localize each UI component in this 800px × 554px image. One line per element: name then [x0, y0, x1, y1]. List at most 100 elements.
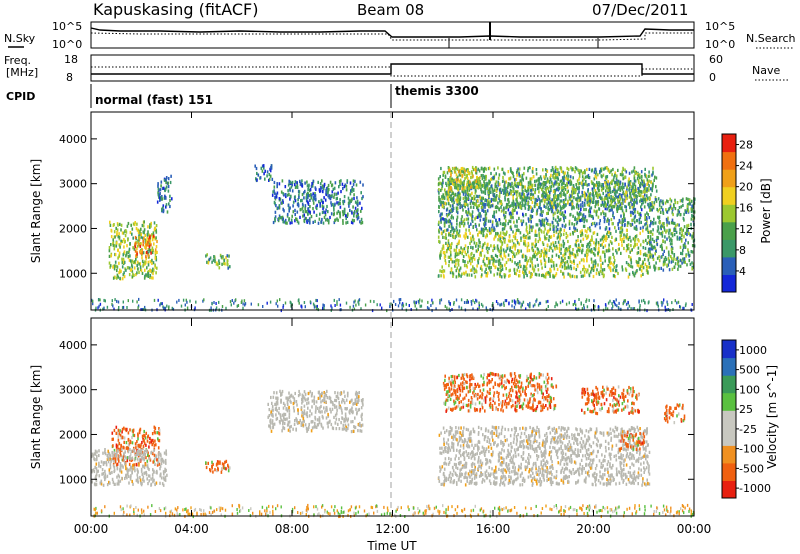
range-cell [470, 300, 472, 303]
range-cell [542, 190, 544, 194]
range-cell [475, 199, 478, 203]
range-cell [165, 203, 168, 207]
range-cell [296, 181, 298, 185]
range-cell [447, 228, 449, 232]
range-cell [602, 202, 604, 206]
range-cell [457, 274, 460, 278]
range-cell [527, 243, 530, 247]
range-cell [206, 253, 208, 257]
range-cell [605, 193, 608, 197]
range-cell [444, 218, 447, 222]
range-cell [342, 213, 344, 217]
range-cell [150, 251, 152, 255]
range-cell [562, 192, 565, 197]
range-cell [620, 207, 623, 211]
range-cell [649, 237, 652, 241]
range-cell [628, 304, 631, 308]
range-cell [264, 177, 266, 181]
range-cell [600, 265, 602, 269]
range-cell [617, 206, 620, 210]
range-cell [503, 273, 506, 277]
range-cell [189, 299, 191, 303]
range-cell [460, 246, 462, 250]
range-cell [467, 260, 469, 264]
range-cell [526, 260, 528, 264]
range-cell [448, 255, 451, 259]
range-cell [357, 216, 360, 220]
range-cell [529, 264, 532, 268]
range-cell [484, 209, 487, 214]
range-cell [539, 184, 541, 188]
range-cell [543, 191, 545, 195]
range-cell [546, 211, 548, 216]
range-cell [533, 255, 536, 259]
range-cell [668, 253, 670, 257]
range-cell [616, 174, 618, 178]
range-cell [475, 203, 477, 207]
range-cell [527, 186, 529, 191]
range-cell [691, 303, 693, 306]
range-cell [630, 223, 633, 227]
range-cell [242, 306, 244, 310]
range-cell [361, 206, 363, 210]
range-cell [516, 173, 518, 177]
range-cell [518, 249, 521, 253]
range-cell [560, 179, 563, 183]
range-cell [108, 261, 111, 265]
range-cell [518, 203, 521, 207]
range-cell [482, 190, 485, 194]
range-cell [322, 221, 325, 225]
range-cell [562, 232, 565, 236]
range-cell [511, 245, 514, 249]
range-cell [622, 173, 624, 177]
range-cell [514, 302, 517, 306]
range-cell [489, 231, 491, 235]
range-cell [491, 304, 493, 307]
range-cell [159, 198, 161, 202]
range-cell [614, 275, 616, 279]
range-cell [499, 273, 501, 277]
range-cell [451, 204, 454, 208]
range-cell [314, 192, 316, 196]
range-cell [563, 178, 565, 182]
range-cell [553, 267, 556, 271]
range-cell [116, 230, 118, 234]
range-cell [229, 265, 231, 269]
range-cell [117, 256, 119, 260]
range-cell [607, 188, 610, 192]
range-cell [661, 234, 664, 238]
range-cell [439, 301, 441, 305]
range-cell [164, 188, 166, 193]
range-cell [469, 212, 471, 216]
range-cell [636, 198, 638, 202]
range-cell [402, 304, 405, 308]
range-cell [647, 265, 650, 269]
range-cell [506, 244, 508, 248]
range-cell [441, 212, 443, 216]
range-cell [421, 299, 423, 303]
range-cell [493, 194, 495, 198]
range-cell [596, 192, 598, 196]
range-cell [351, 189, 353, 193]
range-cell [564, 261, 567, 265]
range-cell [517, 205, 520, 209]
range-cell [617, 187, 620, 191]
range-cell [327, 221, 330, 225]
range-cell [605, 235, 607, 239]
range-cell [549, 176, 551, 180]
range-cell [345, 221, 347, 225]
range-cell [284, 301, 287, 305]
range-cell [313, 305, 316, 309]
range-cell [498, 259, 501, 263]
range-cell [598, 250, 600, 254]
range-cell [420, 304, 423, 308]
range-cell [154, 250, 157, 254]
range-cell [304, 207, 306, 211]
range-cell [679, 305, 682, 309]
range-cell [596, 209, 598, 213]
range-cell [652, 172, 654, 176]
range-cell [614, 190, 617, 194]
range-cell [169, 180, 172, 185]
range-cell [481, 273, 483, 277]
range-cell [575, 205, 578, 209]
